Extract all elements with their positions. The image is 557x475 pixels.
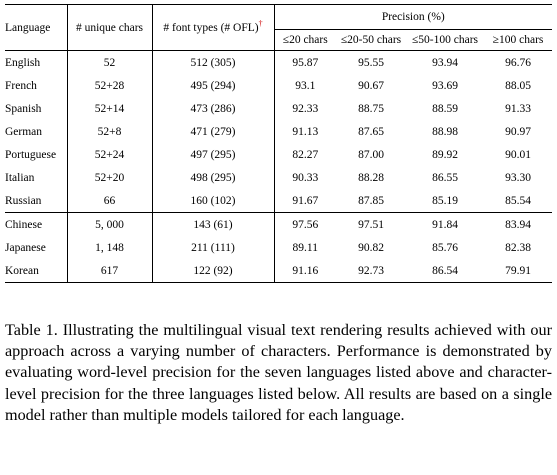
cell-p20-50: 87.85 bbox=[358, 194, 384, 207]
cell-unique-chars: 1, 148 bbox=[67, 236, 153, 259]
cell-p20: 90.33 bbox=[292, 171, 319, 184]
cell-p100: 96.76 bbox=[484, 50, 553, 74]
cell-p50-100: 85.76 bbox=[432, 241, 458, 254]
header-language: Language bbox=[5, 4, 68, 51]
cell-unique-chars: 52+28 bbox=[67, 74, 153, 97]
cell-font-types: 512 (305) bbox=[152, 50, 275, 74]
cell-p50-100: 91.84 bbox=[406, 212, 484, 236]
cell-p20-50: 87.65 bbox=[358, 125, 384, 138]
cell-p50-100: 93.69 bbox=[432, 79, 458, 92]
cell-font-types: 473 (286) bbox=[152, 97, 275, 120]
word-level-rows: English 52 512 (305) 95.87 95.55 93.94 96.76 Fr… bbox=[5, 50, 553, 213]
cell-language: Japanese bbox=[5, 236, 68, 259]
cell-p100: 93.30 bbox=[505, 171, 531, 184]
cell-p50-100: 85.19 bbox=[432, 194, 458, 207]
header-precision-ge100: ≥100 chars bbox=[484, 29, 553, 51]
cell-p20: 82.27 bbox=[292, 148, 319, 161]
cell-language: Portuguese bbox=[5, 143, 68, 166]
cell-unique-chars: 52+24 bbox=[67, 143, 153, 166]
table-row: English 52 512 (305) 95.87 95.55 93.94 96.76 bbox=[5, 50, 553, 74]
cell-p100: 79.91 bbox=[484, 259, 553, 283]
cell-p20-50: 88.28 bbox=[358, 171, 384, 184]
cell-font-types: 498 (295) bbox=[152, 166, 275, 189]
cell-font-types: 471 (279) bbox=[152, 120, 275, 143]
cell-unique-chars: 52+8 bbox=[67, 120, 153, 143]
cell-p20: 91.16 bbox=[274, 259, 336, 283]
table-row: Chinese 5, 000 143 (61) 97.56 97.51 91.84 83.9… bbox=[5, 212, 553, 236]
cell-language: Italian bbox=[5, 166, 68, 189]
cell-unique-chars: 52+20 bbox=[67, 166, 153, 189]
cell-p20-50: 88.75 bbox=[358, 102, 384, 115]
cell-p20-50: 90.82 bbox=[358, 241, 384, 254]
cell-p20-50: 92.73 bbox=[336, 259, 406, 283]
cell-p20: 89.11 bbox=[292, 241, 318, 254]
cell-unique-chars: 617 bbox=[67, 259, 153, 283]
cell-font-types: 160 (102) bbox=[152, 189, 275, 213]
cell-language: Russian bbox=[5, 189, 68, 213]
header-font-types: # font types (# OFL)† bbox=[152, 4, 275, 51]
cell-p20: 91.13 bbox=[292, 125, 319, 138]
table-row: Russian 66 160 (102) 91.67 87.85 85.19 85.54 bbox=[5, 189, 552, 213]
table-caption: Table 1. Illustrating the multilingual v… bbox=[5, 321, 552, 424]
table-row: Japanese 1, 148 211 (111) 89.11 90.82 85.76 82… bbox=[5, 236, 552, 259]
cell-font-types: 211 (111) bbox=[152, 236, 275, 259]
header-precision-50-100: ≤50-100 chars bbox=[406, 29, 484, 51]
cell-font-types: 143 (61) bbox=[152, 212, 275, 236]
cell-language: French bbox=[5, 74, 68, 97]
cell-p20: 92.33 bbox=[292, 102, 319, 115]
cell-p50-100: 89.92 bbox=[432, 148, 458, 161]
cell-unique-chars: 52+14 bbox=[67, 97, 153, 120]
cell-p20: 91.67 bbox=[292, 194, 319, 207]
cell-p20-50: 90.67 bbox=[358, 79, 384, 92]
cell-unique-chars: 5, 000 bbox=[67, 212, 153, 236]
table-row: Spanish 52+14 473 (286) 92.33 88.75 88.59 91.3… bbox=[5, 97, 552, 120]
cell-p20-50: 95.55 bbox=[336, 50, 406, 74]
table-row: Italian 52+20 498 (295) 90.33 88.28 86.55 93.3… bbox=[5, 166, 552, 189]
table-row: Portuguese 52+24 497 (295) 82.27 87.00 89.92 9… bbox=[5, 143, 552, 166]
cell-p50-100: 93.94 bbox=[406, 50, 484, 74]
cell-language: German bbox=[5, 120, 68, 143]
cell-p100: 90.97 bbox=[505, 125, 531, 138]
cell-p50-100: 88.98 bbox=[432, 125, 458, 138]
cell-font-types: 497 (295) bbox=[152, 143, 275, 166]
cell-p50-100: 88.59 bbox=[432, 102, 458, 115]
cell-language: Chinese bbox=[5, 212, 68, 236]
cell-language: Korean bbox=[5, 259, 68, 283]
cell-p20: 95.87 bbox=[274, 50, 336, 74]
cell-p100: 90.01 bbox=[505, 148, 531, 161]
table-row: Korean 617 122 (92) 91.16 92.73 86.54 79.91 bbox=[5, 259, 553, 283]
cell-font-types: 122 (92) bbox=[152, 259, 275, 283]
cell-p50-100: 86.54 bbox=[406, 259, 484, 283]
cell-p20-50: 87.00 bbox=[358, 148, 384, 161]
cell-p20: 97.56 bbox=[274, 212, 336, 236]
cell-p20-50: 97.51 bbox=[336, 212, 406, 236]
cell-p100: 88.05 bbox=[505, 79, 531, 92]
cell-p20: 93.1 bbox=[295, 79, 316, 92]
cell-p100: 83.94 bbox=[484, 212, 553, 236]
header-precision-le20: ≤20 chars bbox=[274, 29, 336, 51]
header-precision-20-50: ≤20-50 chars bbox=[336, 29, 406, 51]
cell-p100: 85.54 bbox=[505, 194, 531, 207]
font-types-footnote-mark: † bbox=[258, 18, 263, 28]
table-row: German 52+8 471 (279) 91.13 87.65 88.98 90.97 bbox=[5, 120, 552, 143]
cell-p100: 91.33 bbox=[505, 102, 531, 115]
header-unique-chars: # unique chars bbox=[67, 4, 153, 51]
cell-p50-100: 86.55 bbox=[432, 171, 458, 184]
results-table: Language # unique chars # font types (# … bbox=[5, 4, 553, 283]
header-font-types-label: # font types (# OFL) bbox=[163, 21, 259, 34]
table-row: French 52+28 495 (294) 93.1 90.67 93.69 88.05 bbox=[5, 74, 552, 97]
cell-unique-chars: 52 bbox=[67, 50, 153, 74]
cell-language: Spanish bbox=[5, 97, 68, 120]
cell-font-types: 495 (294) bbox=[152, 74, 275, 97]
cell-unique-chars: 66 bbox=[67, 189, 153, 213]
cell-language: English bbox=[5, 50, 68, 74]
cell-p100: 82.38 bbox=[505, 241, 531, 254]
header-precision: Precision (%) bbox=[274, 4, 553, 30]
char-level-rows: Chinese 5, 000 143 (61) 97.56 97.51 91.84 83.9… bbox=[5, 212, 553, 283]
